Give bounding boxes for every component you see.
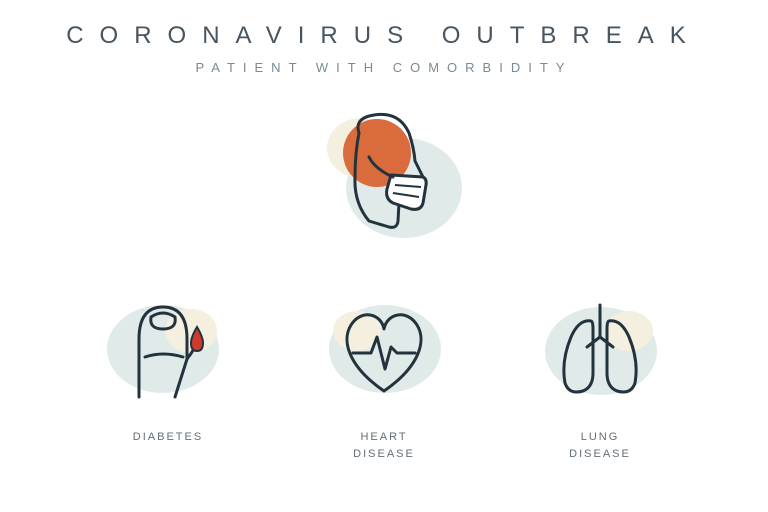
heart-ecg-icon xyxy=(309,287,459,407)
item-label-diabetes: DIABETES xyxy=(133,429,203,446)
item-diabetes: DIABETES xyxy=(68,287,268,462)
item-label-lung: LUNG DISEASE xyxy=(569,429,631,462)
masked-head-icon xyxy=(299,103,469,263)
finger-blood-drop-icon xyxy=(93,287,243,407)
item-heart: HEART DISEASE xyxy=(284,287,484,462)
item-label-heart: HEART DISEASE xyxy=(353,429,415,462)
page-subtitle: PATIENT WITH COMORBIDITY xyxy=(0,50,768,75)
item-lung: LUNG DISEASE xyxy=(500,287,700,462)
lungs-icon xyxy=(525,287,675,407)
comorbidity-row: DIABETES HEART DISEASE LUNG DISEASE xyxy=(0,287,768,462)
hero-illustration xyxy=(0,103,768,263)
page-title: CORONAVIRUS OUTBREAK xyxy=(0,0,768,50)
